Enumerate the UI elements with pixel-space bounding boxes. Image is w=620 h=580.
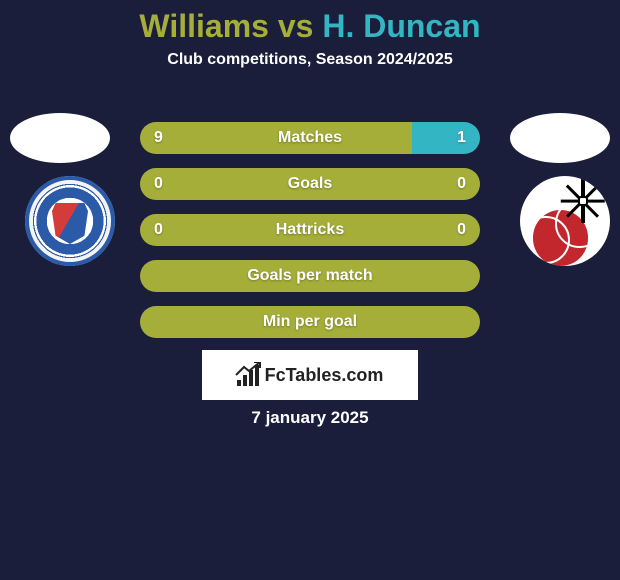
player1-photo-placeholder xyxy=(10,113,110,163)
stat-bar: Hattricks0 0 xyxy=(140,214,480,246)
crest-rotherham-icon xyxy=(520,176,610,266)
page-title: Williams vs H. Duncan xyxy=(0,0,620,45)
player2-photo-placeholder xyxy=(510,113,610,163)
bar-value-left: 9 xyxy=(154,122,163,154)
bar-value-left: 0 xyxy=(154,214,163,246)
player1-name: Williams xyxy=(139,8,269,44)
stat-bar: Matches9 1 xyxy=(140,122,480,154)
bar-value-right: 0 xyxy=(457,214,466,246)
bar-label: Hattricks xyxy=(140,214,480,246)
watermark[interactable]: FcTables.com xyxy=(202,350,418,400)
bar-label: Goals per match xyxy=(140,260,480,292)
comparison-bars: Matches91Goals00Hattricks00Goals per mat… xyxy=(140,122,480,352)
watermark-text: FcTables.com xyxy=(265,365,384,386)
club-logo-left xyxy=(25,176,115,266)
bar-value-right: 0 xyxy=(457,168,466,200)
date-text: 7 january 2025 xyxy=(0,408,620,428)
vs-text: vs xyxy=(269,8,322,44)
crest-chesterfield-icon xyxy=(25,176,115,266)
club-logo-right xyxy=(520,176,610,266)
bar-value-left: 0 xyxy=(154,168,163,200)
stat-bar: Min per goal xyxy=(140,306,480,338)
bar-label: Min per goal xyxy=(140,306,480,338)
stat-bar: Goals per match xyxy=(140,260,480,292)
player2-name: H. Duncan xyxy=(322,8,480,44)
subtitle: Club competitions, Season 2024/2025 xyxy=(0,51,620,69)
bar-value-right: 1 xyxy=(457,122,466,154)
stat-bar: Goals0 0 xyxy=(140,168,480,200)
bar-label: Goals xyxy=(140,168,480,200)
bar-chart-up-icon xyxy=(237,364,259,386)
bar-label: Matches xyxy=(140,122,480,154)
